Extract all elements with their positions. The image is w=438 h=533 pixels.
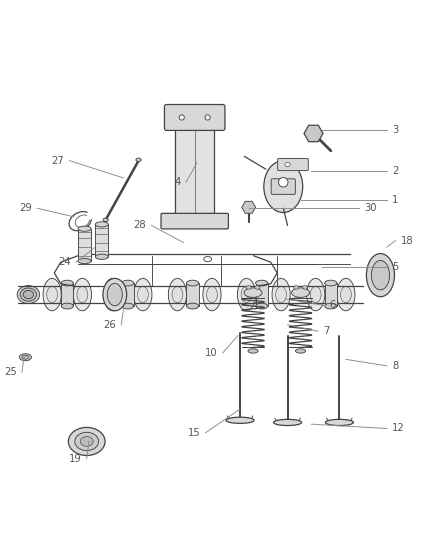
Text: 24: 24 bbox=[58, 257, 71, 267]
Ellipse shape bbox=[241, 286, 252, 303]
Ellipse shape bbox=[23, 290, 34, 298]
Text: 12: 12 bbox=[392, 424, 405, 433]
Ellipse shape bbox=[256, 303, 268, 309]
Ellipse shape bbox=[285, 163, 290, 167]
Ellipse shape bbox=[293, 286, 299, 289]
Ellipse shape bbox=[103, 218, 108, 222]
Ellipse shape bbox=[325, 280, 337, 286]
Bar bbox=[61, 283, 73, 306]
Ellipse shape bbox=[68, 427, 105, 456]
Ellipse shape bbox=[22, 356, 29, 359]
Text: 15: 15 bbox=[187, 428, 200, 438]
Ellipse shape bbox=[325, 303, 337, 309]
Ellipse shape bbox=[20, 288, 37, 301]
Text: 26: 26 bbox=[103, 320, 116, 330]
Ellipse shape bbox=[80, 437, 93, 446]
FancyBboxPatch shape bbox=[271, 179, 295, 195]
Ellipse shape bbox=[205, 115, 210, 120]
Text: 18: 18 bbox=[401, 236, 413, 246]
Ellipse shape bbox=[78, 226, 91, 231]
Ellipse shape bbox=[204, 256, 212, 262]
Text: 19: 19 bbox=[69, 454, 81, 464]
Text: 1: 1 bbox=[392, 195, 399, 205]
Ellipse shape bbox=[246, 286, 251, 289]
Ellipse shape bbox=[138, 286, 148, 303]
Ellipse shape bbox=[47, 286, 57, 303]
FancyBboxPatch shape bbox=[161, 213, 228, 229]
Ellipse shape bbox=[244, 288, 262, 297]
Ellipse shape bbox=[122, 280, 134, 286]
Text: 6: 6 bbox=[329, 301, 336, 310]
Ellipse shape bbox=[325, 419, 353, 425]
Ellipse shape bbox=[122, 303, 134, 309]
Text: 27: 27 bbox=[52, 156, 64, 166]
Bar bbox=[95, 224, 108, 257]
Text: 5: 5 bbox=[392, 262, 399, 271]
Ellipse shape bbox=[307, 278, 325, 311]
Ellipse shape bbox=[264, 160, 303, 213]
Ellipse shape bbox=[310, 286, 321, 303]
Ellipse shape bbox=[103, 278, 127, 311]
Ellipse shape bbox=[274, 419, 302, 425]
Ellipse shape bbox=[279, 177, 288, 187]
Ellipse shape bbox=[179, 115, 184, 120]
Ellipse shape bbox=[302, 286, 307, 289]
Bar bbox=[187, 283, 198, 306]
Bar bbox=[78, 229, 91, 261]
Text: 2: 2 bbox=[392, 166, 399, 176]
Ellipse shape bbox=[172, 286, 183, 303]
Text: 30: 30 bbox=[364, 203, 377, 213]
Ellipse shape bbox=[248, 349, 258, 353]
Ellipse shape bbox=[367, 254, 395, 297]
Bar bbox=[325, 283, 337, 306]
Ellipse shape bbox=[337, 278, 355, 311]
Ellipse shape bbox=[77, 286, 88, 303]
Ellipse shape bbox=[340, 286, 351, 303]
Text: 7: 7 bbox=[323, 326, 329, 336]
Ellipse shape bbox=[237, 278, 256, 311]
Ellipse shape bbox=[187, 280, 198, 286]
Ellipse shape bbox=[255, 286, 260, 289]
Ellipse shape bbox=[73, 278, 92, 311]
Ellipse shape bbox=[107, 286, 118, 303]
Ellipse shape bbox=[136, 158, 141, 161]
Bar bbox=[175, 111, 214, 219]
Text: 29: 29 bbox=[19, 203, 32, 213]
Ellipse shape bbox=[95, 254, 108, 260]
Ellipse shape bbox=[75, 432, 99, 450]
Ellipse shape bbox=[276, 286, 286, 303]
Ellipse shape bbox=[207, 286, 217, 303]
Ellipse shape bbox=[43, 278, 61, 311]
FancyBboxPatch shape bbox=[164, 104, 225, 131]
Ellipse shape bbox=[296, 349, 306, 353]
Ellipse shape bbox=[256, 280, 268, 286]
Ellipse shape bbox=[292, 288, 310, 297]
Ellipse shape bbox=[226, 417, 254, 423]
Text: 28: 28 bbox=[134, 221, 146, 230]
Ellipse shape bbox=[95, 222, 108, 227]
FancyBboxPatch shape bbox=[278, 158, 308, 171]
Bar bbox=[122, 283, 134, 306]
Ellipse shape bbox=[134, 278, 152, 311]
Text: 4: 4 bbox=[175, 177, 181, 187]
Ellipse shape bbox=[187, 303, 198, 309]
Ellipse shape bbox=[371, 261, 389, 290]
Ellipse shape bbox=[272, 278, 290, 311]
Text: 25: 25 bbox=[4, 367, 17, 377]
Bar bbox=[256, 283, 268, 306]
Ellipse shape bbox=[107, 284, 122, 306]
Text: 8: 8 bbox=[392, 361, 399, 371]
Ellipse shape bbox=[17, 286, 39, 304]
Ellipse shape bbox=[78, 259, 91, 264]
Text: 10: 10 bbox=[205, 348, 218, 358]
Ellipse shape bbox=[61, 280, 73, 286]
Ellipse shape bbox=[19, 354, 32, 361]
Ellipse shape bbox=[61, 303, 73, 309]
Ellipse shape bbox=[103, 278, 122, 311]
Text: 3: 3 bbox=[392, 125, 399, 135]
Ellipse shape bbox=[168, 278, 187, 311]
Ellipse shape bbox=[203, 278, 221, 311]
